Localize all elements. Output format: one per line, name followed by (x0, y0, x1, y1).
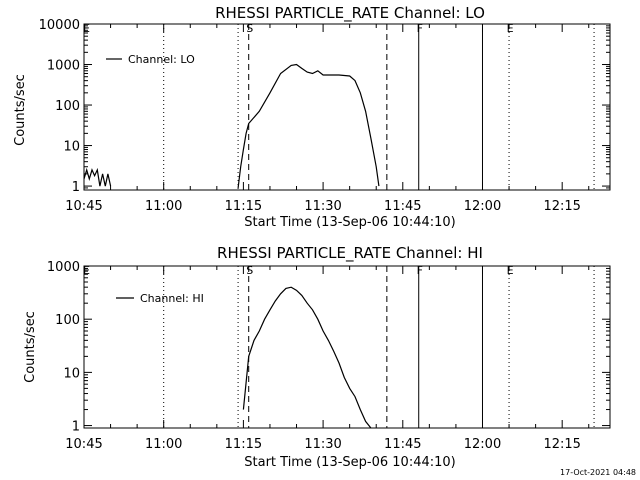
panel-hi-legend-label: Channel: HI (140, 292, 204, 305)
plot-frame (83, 265, 611, 429)
panel-hi-plot-area: 10:45 11:00 11:15 11:30 11:45 12:00 12:15 1 10 10… (47, 260, 611, 452)
vline-label: S (246, 22, 253, 35)
corner-marker: E (83, 264, 90, 277)
x-tick-label: 10:45 (65, 437, 102, 452)
panel-lo-xlabel: Start Time (13-Sep-06 10:44:10) (244, 215, 455, 230)
panel-hi-title: RHESSI PARTICLE_RATE Channel: HI (217, 244, 483, 263)
x-tick-label: 12:00 (464, 437, 501, 452)
footer-timestamp: 17-Oct-2021 04:48 (560, 468, 636, 477)
panel-lo-legend-label: Channel: LO (128, 53, 195, 66)
x-tick-label: 12:15 (543, 437, 580, 452)
y-tick-label: 100 (55, 313, 80, 328)
y-tick-label: 10 (63, 140, 80, 155)
panel-lo: RHESSI PARTICLE_RATE Channel: LO Start T… (13, 4, 611, 230)
y-tick-label: 1 (72, 180, 80, 195)
vline-label: F (417, 264, 423, 277)
y-tick-label: 100 (55, 99, 80, 114)
x-tick-label: 11:45 (384, 199, 421, 214)
x-tick-label: 10:45 (65, 199, 102, 214)
y-tick-label: 1 (72, 420, 80, 435)
x-tick-label: 11:00 (145, 437, 182, 452)
y-tick-label: 1000 (47, 59, 80, 74)
x-tick-label: 11:45 (384, 437, 421, 452)
corner-marker: E (83, 22, 90, 35)
x-tick-label: 11:15 (225, 199, 262, 214)
series-line (83, 167, 112, 187)
y-tick-label: 10 (63, 366, 80, 381)
x-tick-label: 11:30 (304, 437, 341, 452)
vline-label: F (417, 22, 423, 35)
x-tick-label: 12:15 (543, 199, 580, 214)
x-tick-label: 11:15 (225, 437, 262, 452)
panel-lo-ylabel: Counts/sec (13, 74, 28, 146)
vline-label: S (246, 264, 253, 277)
series-line (237, 63, 380, 188)
y-tick-label: 10000 (39, 18, 80, 33)
panel-hi-ylabel: Counts/sec (23, 311, 38, 383)
series-line (242, 286, 372, 429)
y-tick-label: 1000 (47, 260, 80, 275)
panel-hi-xlabel: Start Time (13-Sep-06 10:44:10) (244, 455, 455, 470)
plot-frame (83, 23, 611, 191)
vline-label: E (507, 264, 514, 277)
vline-label: E (507, 22, 514, 35)
x-tick-label: 11:30 (304, 199, 341, 214)
panel-lo-plot-area: 10:45 11:00 11:15 11:30 11:45 12:00 12:15 1 10 10… (39, 18, 611, 214)
x-tick-label: 12:00 (464, 199, 501, 214)
panel-hi: RHESSI PARTICLE_RATE Channel: HI Start T… (23, 244, 611, 470)
x-tick-label: 11:00 (145, 199, 182, 214)
panel-lo-title: RHESSI PARTICLE_RATE Channel: LO (215, 4, 485, 23)
